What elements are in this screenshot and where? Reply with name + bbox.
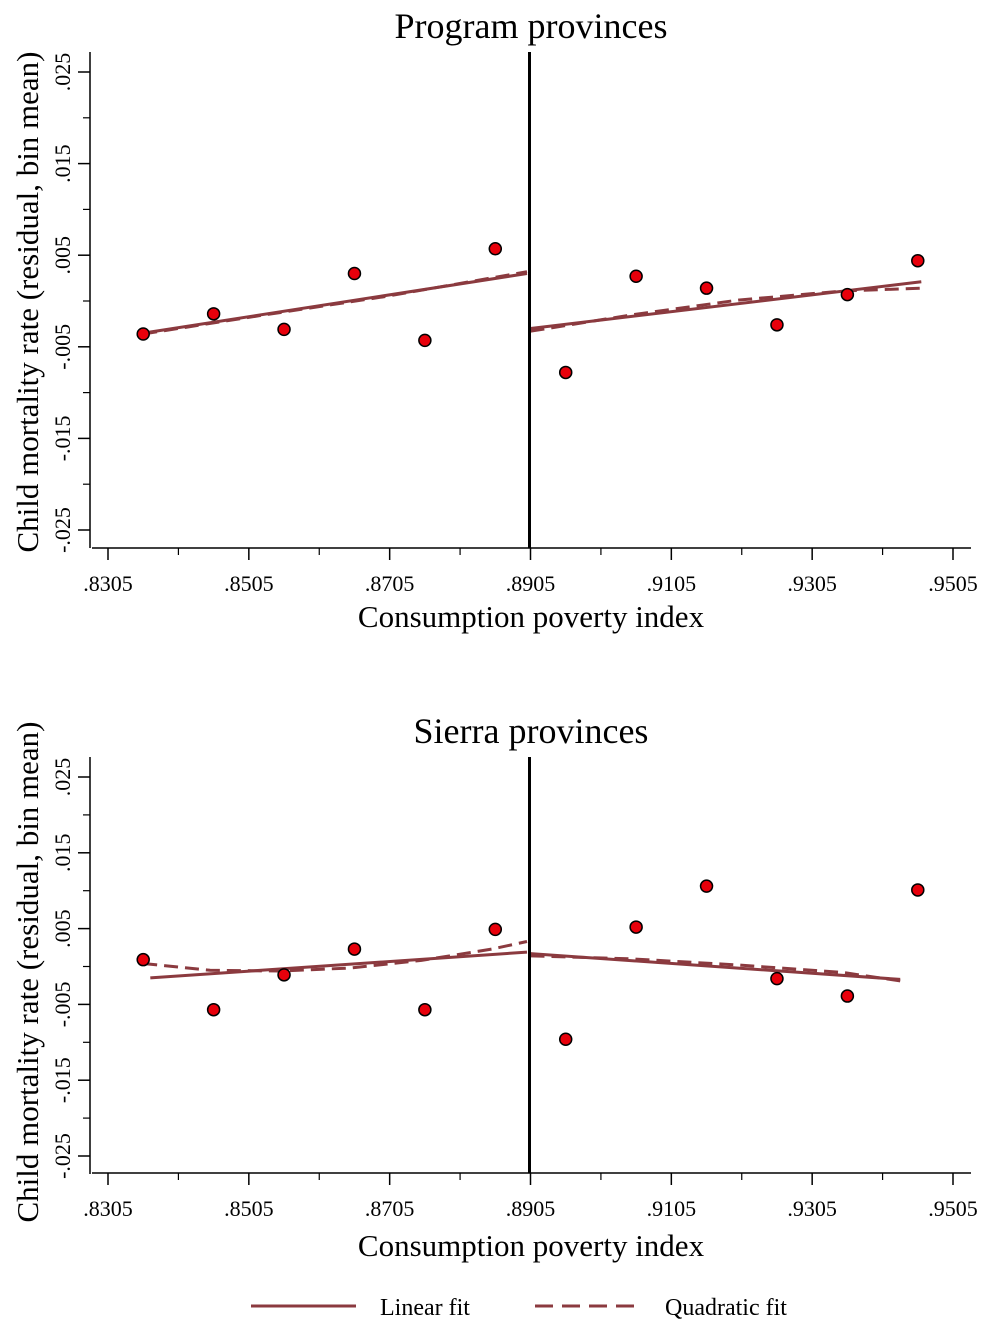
quadratic-fit-line <box>530 286 922 333</box>
panel-program-provinces: Program provinces Child mortality rate (… <box>10 6 978 634</box>
y-tick-label: .005 <box>50 909 75 948</box>
x-tick-label: .8705 <box>365 1196 415 1221</box>
x-tick-label: .9305 <box>787 571 837 596</box>
y-tick-label: .025 <box>50 53 75 92</box>
y-axis-label: Child mortality rate (residual, bin mean… <box>10 51 45 552</box>
y-tick-label: .015 <box>50 834 75 873</box>
x-tick-label: .9505 <box>928 1196 978 1221</box>
x-tick-label: .9105 <box>647 571 697 596</box>
axes: .8305 .8505 .8705 .8905 .9105 .9305 .9505 -.025… <box>50 757 978 1221</box>
panel-sierra-provinces: Sierra provinces Child mortality rate (r… <box>10 711 978 1263</box>
data-point <box>699 879 714 893</box>
y-tick-label: -.015 <box>50 415 75 461</box>
legend: Linear fit Quadratic fit <box>251 1295 787 1321</box>
y-tick-label: .015 <box>50 144 75 183</box>
data-point <box>911 883 925 897</box>
data-point <box>629 920 643 934</box>
y-tick-label: -.015 <box>50 1057 75 1103</box>
chart-title: Sierra provinces <box>414 711 649 751</box>
data-point <box>347 266 362 281</box>
quadratic-fit-line <box>142 270 528 336</box>
data-point <box>418 333 432 348</box>
data-point <box>770 971 784 986</box>
data-point <box>558 1032 573 1047</box>
data-point <box>488 922 503 937</box>
quadratic-fit-line <box>530 954 901 983</box>
data-points <box>136 879 925 1047</box>
x-tick-label: .8705 <box>365 571 415 596</box>
data-point <box>840 287 855 302</box>
x-axis-label: Consumption poverty index <box>358 1228 705 1263</box>
data-point <box>136 952 150 967</box>
data-points <box>136 242 925 380</box>
linear-fit-line <box>150 950 528 980</box>
chart-title: Program provinces <box>395 6 668 46</box>
data-point <box>277 968 291 982</box>
x-tick-label: .8305 <box>83 571 133 596</box>
data-point <box>418 1002 432 1017</box>
data-point <box>699 281 714 295</box>
x-tick-label: .8505 <box>224 1196 274 1221</box>
x-tick-label: .8305 <box>83 1196 133 1221</box>
x-tick-label: .8905 <box>506 571 556 596</box>
data-point <box>136 327 150 341</box>
fit-lines <box>143 940 901 983</box>
data-point <box>629 269 643 284</box>
data-point <box>770 318 784 332</box>
data-point <box>206 307 221 321</box>
data-point <box>277 322 291 337</box>
x-tick-label: .8905 <box>506 1196 556 1221</box>
axes: .8305 .8505 .8705 .8905 .9105 .9305 .9505 -.025… <box>50 52 978 596</box>
data-point <box>840 989 855 1003</box>
quadratic-fit-line <box>143 940 528 973</box>
y-tick-label: -.025 <box>50 1133 75 1179</box>
x-tick-label: .8505 <box>224 571 274 596</box>
x-tick-label: .9305 <box>787 1196 837 1221</box>
legend-label-linear: Linear fit <box>380 1295 470 1321</box>
data-point <box>347 942 362 956</box>
y-tick-label: -.025 <box>50 507 75 553</box>
data-point <box>911 253 925 268</box>
data-point <box>488 242 503 256</box>
y-tick-label: -.005 <box>50 324 75 370</box>
data-point <box>558 365 573 380</box>
linear-fit-line <box>530 280 922 330</box>
fit-lines <box>142 270 922 336</box>
x-axis-label: Consumption poverty index <box>358 599 705 634</box>
legend-label-quadratic: Quadratic fit <box>665 1295 787 1321</box>
linear-fit-line <box>530 952 901 981</box>
y-tick-label: .025 <box>50 758 75 797</box>
y-tick-label: -.005 <box>50 981 75 1027</box>
x-tick-label: .9105 <box>647 1196 697 1221</box>
y-axis-label: Child mortality rate (residual, bin mean… <box>10 721 45 1222</box>
data-point <box>206 1002 221 1017</box>
y-tick-label: .005 <box>50 236 75 275</box>
x-tick-label: .9505 <box>928 571 978 596</box>
